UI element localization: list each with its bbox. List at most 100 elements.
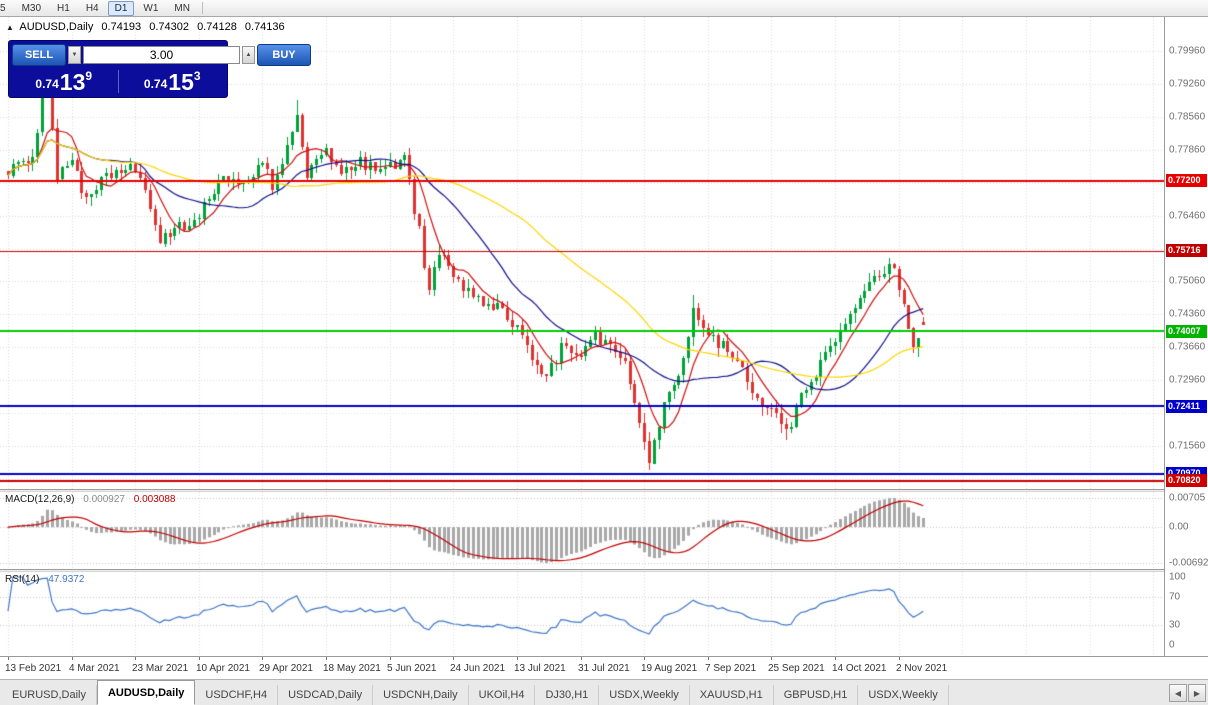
panel-splitter[interactable]	[0, 489, 1208, 492]
date-label: 5 Jun 2021	[387, 663, 437, 674]
time-tick	[72, 657, 73, 660]
buy-price-pips: 15	[168, 69, 194, 95]
date-label: 10 Apr 2021	[196, 663, 250, 674]
price-axis-label: 0.71560	[1169, 440, 1206, 452]
ohlc-low: 0.74128	[197, 21, 237, 33]
volume-increase-icon[interactable]: ▲	[242, 46, 255, 64]
time-tick	[708, 657, 709, 660]
time-tick	[8, 657, 9, 660]
tab-scroll-right-icon[interactable]: ▶	[1188, 684, 1206, 702]
timeframe-button-h4[interactable]: H4	[85, 2, 99, 14]
date-label: 25 Sep 2021	[768, 663, 825, 674]
rsi-label: RSI(14) 47.9372	[5, 574, 90, 585]
timeframe-button-mn[interactable]: MN	[174, 2, 190, 14]
price-axis-label: 0.79260	[1169, 78, 1206, 90]
panel-splitter[interactable]	[0, 569, 1208, 572]
price-divider	[117, 70, 119, 93]
time-tick	[517, 657, 518, 660]
timeframe-toolbar: 5 M30 H1 H4 D1 W1 MN	[0, 0, 1208, 17]
chart-tab-usdcad-daily[interactable]: USDCAD,Daily	[278, 685, 374, 705]
ohlc-high: 0.74302	[149, 21, 189, 33]
rsi-value: 47.9372	[48, 574, 85, 585]
one-click-toggle-icon[interactable]: ▲	[6, 23, 14, 32]
buy-price-pipette: 3	[193, 69, 201, 83]
rsi-axis-label: 70	[1169, 591, 1181, 603]
time-tick	[326, 657, 327, 660]
date-label: 23 Mar 2021	[132, 663, 189, 674]
rsi-axis-label: 30	[1169, 619, 1181, 631]
rsi-axis-label: 0	[1169, 639, 1175, 651]
sell-price-prefix: 0.74	[35, 77, 59, 91]
timeframe-button-d1[interactable]: D1	[107, 0, 135, 16]
date-label: 29 Apr 2021	[259, 663, 313, 674]
sell-button[interactable]: SELL	[12, 44, 66, 66]
time-tick	[899, 657, 900, 660]
macd-label: MACD(12,26,9) 0.000927 0.003088	[5, 494, 181, 505]
chart-tab-usdx-weekly[interactable]: USDX,Weekly	[599, 685, 690, 705]
rsi-indicator-canvas[interactable]	[0, 572, 1164, 656]
time-tick	[453, 657, 454, 660]
time-scale[interactable]: 13 Feb 2021 4 Mar 2021 23 Mar 2021 10 Apr 2…	[0, 656, 1208, 679]
chart-tab-gbpusd-h1[interactable]: GBPUSD,H1	[774, 685, 859, 705]
time-tick	[581, 657, 582, 660]
macd-indicator-canvas[interactable]	[0, 492, 1164, 569]
volume-decrease-icon[interactable]: ▼	[68, 46, 81, 64]
chart-tab-usdchf-h4[interactable]: USDCHF,H4	[195, 685, 279, 705]
price-badge: 0.77200	[1166, 174, 1207, 188]
time-tick	[199, 657, 200, 660]
price-axis-label: 0.75060	[1169, 275, 1206, 287]
date-label: 2 Nov 2021	[896, 663, 948, 674]
time-tick	[771, 657, 772, 660]
rsi-name: RSI(14)	[5, 574, 40, 585]
chart-tab-audusd-daily[interactable]: AUDUSD,Daily	[96, 680, 196, 705]
chart-tab-eurusd-daily[interactable]: EURUSD,Daily	[2, 685, 97, 705]
toolbar-separator	[201, 2, 203, 14]
price-scale[interactable]: 0.79960 0.79260 0.78560 0.77860 0.76460 0.750…	[1164, 17, 1208, 656]
macd-name: MACD(12,26,9)	[5, 494, 75, 505]
date-label: 7 Sep 2021	[705, 663, 757, 674]
chart-tab-xauusd-h1[interactable]: XAUUSD,H1	[690, 685, 774, 705]
chart-tab-dj30-h1[interactable]: DJ30,H1	[535, 685, 600, 705]
price-badge: 0.72411	[1166, 399, 1207, 413]
macd-main-value: 0.000927	[83, 494, 125, 505]
rsi-axis-label: 100	[1169, 571, 1186, 583]
timeframe-button-m30[interactable]: M30	[21, 2, 42, 14]
date-label: 14 Oct 2021	[832, 663, 887, 674]
price-axis-label: 0.72960	[1169, 374, 1206, 386]
buy-price-prefix: 0.74	[143, 77, 168, 91]
date-label: 24 Jun 2021	[450, 663, 506, 674]
sell-price-pipette: 9	[85, 69, 93, 83]
buy-price[interactable]: 0.74 15 3	[121, 69, 225, 94]
macd-signal-value: 0.003088	[133, 494, 176, 505]
price-badge: 0.74007	[1166, 324, 1207, 338]
price-axis-label: 0.79960	[1169, 45, 1206, 57]
date-label: 31 Jul 2021	[578, 663, 630, 674]
volume-input[interactable]	[83, 46, 240, 64]
tab-scroll-left-icon[interactable]: ◀	[1169, 684, 1187, 702]
tab-scroll-controls: ◀ ▶	[1169, 684, 1208, 705]
chart-tab-usdx-weekly[interactable]: USDX,Weekly	[858, 685, 949, 705]
date-label: 13 Feb 2021	[5, 663, 62, 674]
time-tick	[390, 657, 391, 660]
ohlc-close: 0.74136	[244, 21, 285, 33]
date-label: 18 May 2021	[323, 663, 381, 674]
buy-button[interactable]: BUY	[257, 44, 311, 66]
sell-price[interactable]: 0.74 13 9	[12, 69, 116, 94]
time-tick	[835, 657, 836, 660]
chart-tab-ukoil-h4[interactable]: UKOil,H4	[469, 685, 536, 705]
time-tick	[644, 657, 645, 660]
timeframe-button-5[interactable]: 5	[0, 2, 6, 14]
chart-tab-usdcnh-daily[interactable]: USDCNH,Daily	[373, 685, 469, 705]
macd-axis-label: -0.00692	[1169, 557, 1208, 569]
date-label: 19 Aug 2021	[641, 663, 698, 674]
chart-tab-bar: EURUSD,Daily AUDUSD,Daily USDCHF,H4 USDCAD,…	[0, 679, 1208, 705]
time-tick	[262, 657, 263, 660]
ohlc-open: 0.74193	[101, 21, 142, 33]
price-axis-label: 0.73660	[1169, 341, 1206, 353]
price-axis-label: 0.74360	[1169, 308, 1206, 320]
time-tick	[135, 657, 136, 660]
timeframe-button-h1[interactable]: H1	[57, 2, 70, 14]
date-label: 13 Jul 2021	[514, 663, 566, 674]
timeframe-button-w1[interactable]: W1	[143, 2, 159, 14]
